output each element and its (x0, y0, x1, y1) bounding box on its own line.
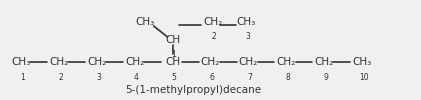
Text: CH₂: CH₂ (203, 17, 222, 27)
Text: 2: 2 (58, 73, 63, 82)
Text: 1: 1 (20, 73, 25, 82)
Text: CH₂: CH₂ (125, 57, 144, 67)
Text: CH₂: CH₂ (201, 57, 220, 67)
Text: 1: 1 (171, 50, 176, 59)
Text: 3: 3 (96, 73, 101, 82)
Text: CH₂: CH₂ (239, 57, 258, 67)
Text: CH₃: CH₃ (237, 17, 256, 27)
Text: 9: 9 (323, 73, 328, 82)
Text: 3: 3 (245, 32, 250, 41)
Text: 2: 2 (211, 32, 216, 41)
Text: CH₂: CH₂ (277, 57, 296, 67)
Text: 5: 5 (172, 73, 177, 82)
Text: CH₂: CH₂ (314, 57, 334, 67)
Text: 4: 4 (134, 73, 139, 82)
Text: 7: 7 (248, 73, 253, 82)
Text: CH₂: CH₂ (87, 57, 107, 67)
Text: 10: 10 (359, 73, 368, 82)
Text: 6: 6 (210, 73, 215, 82)
Text: CH: CH (165, 57, 180, 67)
Text: 8: 8 (285, 73, 290, 82)
Text: CH₃: CH₃ (136, 17, 155, 27)
Text: 5-(1-methylpropyl)decane: 5-(1-methylpropyl)decane (125, 85, 262, 95)
Text: CH₃: CH₃ (352, 57, 372, 67)
Text: CH₂: CH₂ (49, 57, 69, 67)
Text: CH: CH (165, 35, 180, 45)
Text: CH₃: CH₃ (11, 57, 31, 67)
